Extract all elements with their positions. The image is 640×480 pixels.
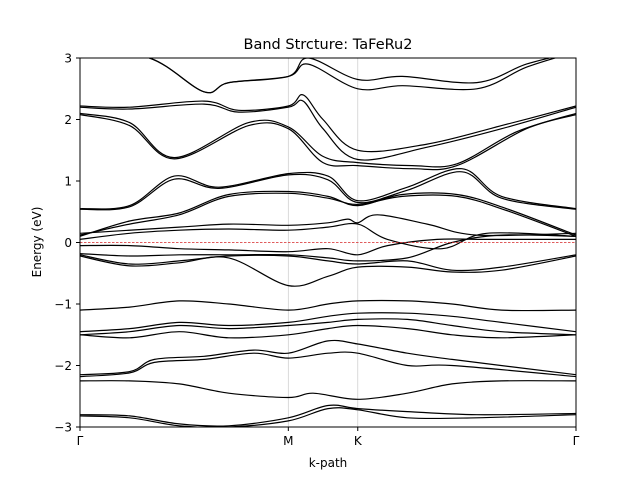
y-tick-label-1: −2 bbox=[54, 359, 72, 373]
band-line-22 bbox=[80, 351, 576, 378]
band-line-24 bbox=[80, 404, 576, 427]
band-line-3 bbox=[80, 94, 576, 153]
band-line-2 bbox=[147, 58, 558, 94]
y-tick-label-0: −3 bbox=[54, 421, 72, 435]
band-line-16 bbox=[80, 255, 576, 287]
x-tick-label-0: Γ bbox=[77, 434, 84, 448]
band-line-8 bbox=[80, 171, 576, 211]
band-line-19 bbox=[80, 318, 576, 336]
band-line-21 bbox=[80, 339, 576, 376]
band-line-20 bbox=[80, 324, 576, 339]
y-tick-label-4: 1 bbox=[64, 175, 72, 189]
x-axis-label: k-path bbox=[309, 456, 348, 470]
bands-group bbox=[80, 58, 576, 427]
band-line-11 bbox=[80, 214, 576, 237]
band-line-10 bbox=[80, 192, 576, 237]
plot-area: −3 −2 −1 0 1 2 3 Γ M K Γ bbox=[54, 52, 579, 449]
y-tick-label-6: 3 bbox=[64, 52, 72, 66]
y-axis-label: Energy (eV) bbox=[30, 207, 44, 278]
band-line-15 bbox=[80, 254, 576, 272]
band-line-17 bbox=[80, 299, 576, 312]
band-line-13 bbox=[80, 238, 576, 256]
y-tick-label-3: 0 bbox=[64, 236, 72, 250]
y-tick-label-2: −1 bbox=[54, 298, 72, 312]
band-line-12 bbox=[80, 222, 576, 250]
band-line-7 bbox=[80, 168, 576, 210]
x-tick-label-2: K bbox=[354, 434, 363, 448]
x-tick-label-3: Γ bbox=[573, 434, 580, 448]
chart-title: Band Strcture: TaFeRu2 bbox=[244, 37, 413, 53]
band-line-14 bbox=[80, 234, 576, 262]
band-line-5 bbox=[80, 112, 576, 168]
x-tick-label-1: M bbox=[283, 434, 293, 448]
band-line-6 bbox=[80, 114, 576, 171]
band-line-4 bbox=[80, 99, 576, 161]
band-line-9 bbox=[80, 190, 576, 237]
band-line-23 bbox=[80, 380, 576, 400]
band-line-25 bbox=[80, 407, 576, 427]
y-tick-label-5: 2 bbox=[64, 113, 72, 127]
band-line-18 bbox=[80, 312, 576, 333]
